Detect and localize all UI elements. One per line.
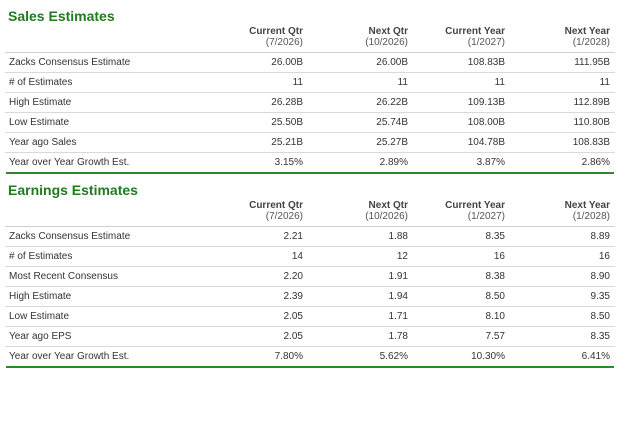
section-divider <box>6 172 614 174</box>
sales-header-blank <box>5 24 201 53</box>
cell-value: 25.50B <box>201 112 311 133</box>
cell-value: 1.88 <box>311 226 411 247</box>
cell-value: 1.94 <box>311 286 411 307</box>
cell-value: 108.00B <box>411 112 511 133</box>
table-row: Year ago Sales 25.21B 25.27B 104.78B 108… <box>5 132 615 153</box>
cell-value: 25.74B <box>311 112 411 133</box>
row-label: High Estimate <box>5 286 201 307</box>
sales-estimates-title: Sales Estimates <box>8 8 115 24</box>
cell-value: 8.10 <box>411 306 511 327</box>
cell-value: 11 <box>311 72 411 93</box>
row-label: Zacks Consensus Estimate <box>5 52 201 73</box>
cell-value: 2.05 <box>201 326 311 347</box>
cell-value: 8.89 <box>511 226 615 247</box>
cell-value: 8.50 <box>511 306 615 327</box>
row-label: # of Estimates <box>5 72 201 93</box>
cell-value: 110.80B <box>511 112 615 133</box>
cell-value: 8.35 <box>411 226 511 247</box>
table-row: Year over Year Growth Est. 3.15% 2.89% 3… <box>5 153 615 173</box>
cell-value: 7.57 <box>411 326 511 347</box>
table-row: Low Estimate 25.50B 25.74B 108.00B 110.8… <box>5 112 615 133</box>
cell-value: 1.71 <box>311 306 411 327</box>
row-label: Low Estimate <box>5 112 201 133</box>
cell-value: 16 <box>411 246 511 267</box>
cell-value: 25.27B <box>311 132 411 153</box>
cell-value: 16 <box>511 246 615 267</box>
cell-value: 9.35 <box>511 286 615 307</box>
cell-value: 108.83B <box>411 52 511 73</box>
table-row: Year ago EPS 2.05 1.78 7.57 8.35 <box>5 326 615 347</box>
table-row: Zacks Consensus Estimate 2.21 1.88 8.35 … <box>5 226 615 247</box>
cell-value: 8.35 <box>511 326 615 347</box>
cell-value: 7.80% <box>274 351 303 362</box>
row-label: Year ago EPS <box>5 326 201 347</box>
cell-value: 1.78 <box>311 326 411 347</box>
row-label: Low Estimate <box>5 306 201 327</box>
row-label: Most Recent Consensus <box>5 266 201 287</box>
cell-value: 111.95B <box>511 52 615 73</box>
sales-header-row: Current Qtr (7/2026) Next Qtr (10/2026) Cu… <box>5 24 615 53</box>
cell-value: 26.00B <box>311 52 411 73</box>
row-label: Year ago Sales <box>5 132 201 153</box>
earnings-header-blank <box>5 198 201 227</box>
cell-value: 6.41% <box>581 351 610 362</box>
cell-value: 1.91 <box>311 266 411 287</box>
cell-value: 2.21 <box>201 226 311 247</box>
earnings-estimates-section: Earnings Estimates Current Qtr (7/2026) N… <box>5 174 615 366</box>
sales-col-next-qtr: Next Qtr (10/2026) <box>311 24 411 53</box>
cell-value: 5.62% <box>379 351 408 362</box>
cell-value: 11 <box>201 72 311 93</box>
cell-value: 11 <box>511 72 615 93</box>
earnings-header-row: Current Qtr (7/2026) Next Qtr (10/2026) Cu… <box>5 198 615 227</box>
cell-value: 10.30% <box>471 351 505 362</box>
earnings-estimates-table: Current Qtr (7/2026) Next Qtr (10/2026) Cu… <box>5 198 615 366</box>
table-row: High Estimate 2.39 1.94 8.50 9.35 <box>5 286 615 307</box>
row-label: Year over Year Growth Est. <box>9 351 130 362</box>
row-label: Zacks Consensus Estimate <box>5 226 201 247</box>
earnings-estimates-title: Earnings Estimates <box>8 182 138 198</box>
table-row: High Estimate 26.28B 26.22B 109.13B 112.… <box>5 92 615 113</box>
row-label: Year over Year Growth Est. <box>9 157 130 168</box>
earnings-col-next-year: Next Year (1/2028) <box>511 198 615 227</box>
cell-value: 8.38 <box>411 266 511 287</box>
cell-value: 108.83B <box>511 132 615 153</box>
sales-col-next-year: Next Year (1/2028) <box>511 24 615 53</box>
cell-value: 104.78B <box>411 132 511 153</box>
cell-value: 8.90 <box>511 266 615 287</box>
table-row: Low Estimate 2.05 1.71 8.10 8.50 <box>5 306 615 327</box>
sales-col-current-year: Current Year (1/2027) <box>411 24 511 53</box>
sales-estimates-table: Current Qtr (7/2026) Next Qtr (10/2026) Cu… <box>5 24 615 172</box>
cell-value: 8.50 <box>411 286 511 307</box>
cell-value: 2.05 <box>201 306 311 327</box>
cell-value: 12 <box>311 246 411 267</box>
row-label: # of Estimates <box>5 246 201 267</box>
table-row: # of Estimates 11 11 11 11 <box>5 72 615 93</box>
cell-value: 11 <box>411 72 511 93</box>
section-divider <box>6 366 614 368</box>
row-label: High Estimate <box>5 92 201 113</box>
cell-value: 3.15% <box>274 157 303 168</box>
cell-value: 3.87% <box>476 157 505 168</box>
table-row: Most Recent Consensus 2.20 1.91 8.38 8.9… <box>5 266 615 287</box>
earnings-col-current-year: Current Year (1/2027) <box>411 198 511 227</box>
sales-col-current-qtr: Current Qtr (7/2026) <box>201 24 311 53</box>
cell-value: 2.89% <box>379 157 408 168</box>
table-row: Year over Year Growth Est. 7.80% 5.62% 1… <box>5 347 615 367</box>
table-row: Zacks Consensus Estimate 26.00B 26.00B 1… <box>5 52 615 73</box>
cell-value: 25.21B <box>201 132 311 153</box>
cell-value: 2.86% <box>581 157 610 168</box>
cell-value: 112.89B <box>511 92 615 113</box>
cell-value: 14 <box>201 246 311 267</box>
cell-value: 26.28B <box>201 92 311 113</box>
cell-value: 109.13B <box>411 92 511 113</box>
sales-estimates-section: Sales Estimates Current Qtr (7/2026) Next… <box>5 0 615 172</box>
cell-value: 2.20 <box>201 266 311 287</box>
earnings-col-current-qtr: Current Qtr (7/2026) <box>201 198 311 227</box>
cell-value: 2.39 <box>201 286 311 307</box>
earnings-col-next-qtr: Next Qtr (10/2026) <box>311 198 411 227</box>
cell-value: 26.00B <box>201 52 311 73</box>
table-row: # of Estimates 14 12 16 16 <box>5 246 615 267</box>
cell-value: 26.22B <box>311 92 411 113</box>
